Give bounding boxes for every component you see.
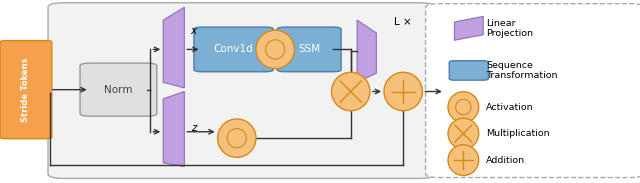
FancyBboxPatch shape	[48, 3, 435, 178]
Text: Multiplication: Multiplication	[486, 129, 550, 138]
Ellipse shape	[332, 72, 370, 111]
Ellipse shape	[448, 92, 479, 122]
FancyBboxPatch shape	[277, 27, 341, 72]
Ellipse shape	[448, 145, 479, 175]
Polygon shape	[163, 7, 184, 88]
Ellipse shape	[448, 118, 479, 149]
Text: x: x	[191, 26, 197, 36]
FancyBboxPatch shape	[80, 63, 157, 116]
Text: L ×: L ×	[394, 17, 412, 27]
Ellipse shape	[218, 119, 256, 157]
Text: Norm: Norm	[104, 85, 132, 95]
FancyBboxPatch shape	[194, 27, 273, 72]
Text: Addition: Addition	[486, 156, 525, 165]
FancyBboxPatch shape	[426, 4, 640, 178]
Text: Activation: Activation	[486, 102, 534, 112]
Ellipse shape	[384, 72, 422, 111]
Text: Conv1d: Conv1d	[214, 44, 253, 54]
Ellipse shape	[256, 30, 294, 69]
Polygon shape	[163, 92, 184, 167]
Text: Sequence
Transformation: Sequence Transformation	[486, 61, 558, 80]
Polygon shape	[357, 20, 376, 82]
FancyBboxPatch shape	[0, 41, 52, 139]
Text: Linear
Projection: Linear Projection	[486, 19, 533, 38]
Polygon shape	[454, 16, 483, 40]
Text: Stride Tokens: Stride Tokens	[21, 57, 31, 122]
Text: SSM: SSM	[298, 44, 320, 54]
Text: z: z	[191, 123, 196, 133]
FancyBboxPatch shape	[449, 61, 488, 80]
